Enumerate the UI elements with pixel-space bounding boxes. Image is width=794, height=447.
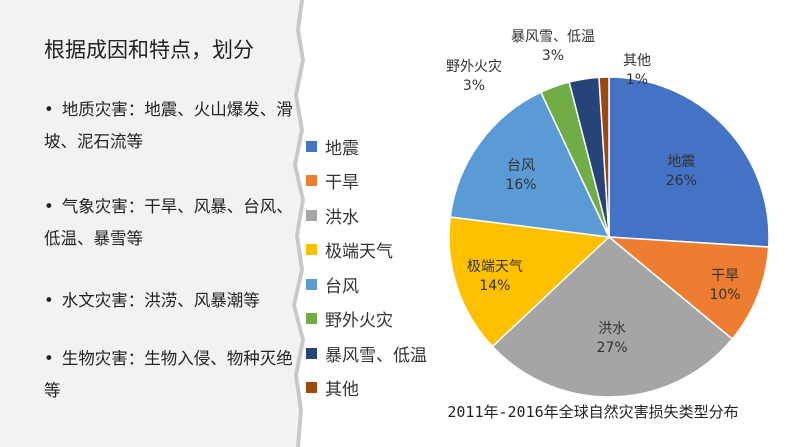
- bullet-text: 气象灾害：干旱、风暴、台风、低温、暴雪等: [44, 197, 293, 248]
- legend-swatch: [306, 382, 317, 393]
- legend-item: 洪水: [306, 203, 456, 228]
- legend-item: 干旱: [306, 169, 456, 193]
- pie-slice: [448, 216, 611, 348]
- bullet-dot: •: [44, 349, 54, 368]
- pie-slice: [598, 76, 610, 238]
- slice-data-label: 干旱 10%: [709, 268, 740, 303]
- slice-data-label: 极端天气 14%: [467, 259, 523, 294]
- legend-swatch: [306, 347, 317, 359]
- legend-label: 野外火灾: [325, 311, 393, 331]
- bullet-meteorological: • 气象灾害：干旱、风暴、台风、低温、暴雪等: [44, 191, 294, 255]
- slice-data-label: 其他 1%: [623, 53, 651, 88]
- bullet-text: 水文灾害：洪涝、风暴潮等: [61, 291, 260, 310]
- torn-paper: [0, 0, 301, 447]
- legend-swatch: [306, 175, 317, 186]
- torn-paper-panel: [0, 0, 305, 447]
- bullet-biological: • 生物灾害：生物入侵、物种灭绝等: [44, 343, 294, 407]
- legend-label: 其他: [325, 380, 359, 400]
- legend-label: 暴风雪、低温: [325, 345, 427, 366]
- slide-heading: 根据成因和特点，划分: [44, 38, 254, 62]
- bullet-dot: •: [44, 197, 54, 216]
- slice-data-label: 洪水 27%: [597, 321, 628, 356]
- legend-swatch: [306, 140, 317, 152]
- legend-label: 极端天气: [325, 242, 393, 262]
- pie-slice: [491, 236, 734, 398]
- slice-data-label: 暴风雪、低温 3%: [511, 29, 595, 64]
- bullet-hydrological: • 水文灾害：洪涝、风暴潮等: [44, 285, 294, 317]
- pie-slice: [606, 236, 770, 341]
- legend-item: 极端天气: [306, 238, 456, 262]
- legend-item: 野外火灾: [306, 307, 456, 331]
- legend-swatch: [306, 209, 317, 221]
- legend-swatch: [306, 313, 317, 324]
- bullet-dot: •: [44, 291, 54, 310]
- bullet-dot: •: [44, 100, 54, 119]
- legend-label: 干旱: [325, 173, 359, 193]
- bullet-text: 生物灾害：生物入侵、物种灭绝等: [44, 349, 293, 400]
- legend-item: 地震: [306, 134, 456, 159]
- legend-item: 台风: [306, 272, 456, 297]
- legend-label: 洪水: [325, 207, 359, 228]
- bullet-geological: • 地质灾害：地震、火山爆发、滑坡、泥石流等: [44, 94, 294, 158]
- classification-text: 根据成因和特点，划分 • 地质灾害：地震、火山爆发、滑坡、泥石流等 • 气象灾害：干…: [0, 0, 300, 447]
- slice-data-label: 地震 26%: [666, 154, 697, 189]
- slice-data-label: 台风 16%: [505, 158, 536, 193]
- slice-data-label: 野外火灾 3%: [446, 58, 502, 94]
- legend-swatch: [306, 244, 317, 255]
- pie-slice: [449, 91, 611, 238]
- legend-label: 台风: [325, 276, 359, 297]
- legend-swatch: [306, 278, 317, 290]
- legend-label: 地震: [325, 138, 359, 159]
- chart-title: 2011年-2016年全球自然灾害损失类型分布: [447, 403, 739, 421]
- legend-item: 暴风雪、低温: [306, 341, 456, 366]
- legend-item: 其他: [306, 376, 456, 400]
- bullet-text: 地质灾害：地震、火山爆发、滑坡、泥石流等: [44, 100, 293, 151]
- pie-slice: [608, 76, 770, 248]
